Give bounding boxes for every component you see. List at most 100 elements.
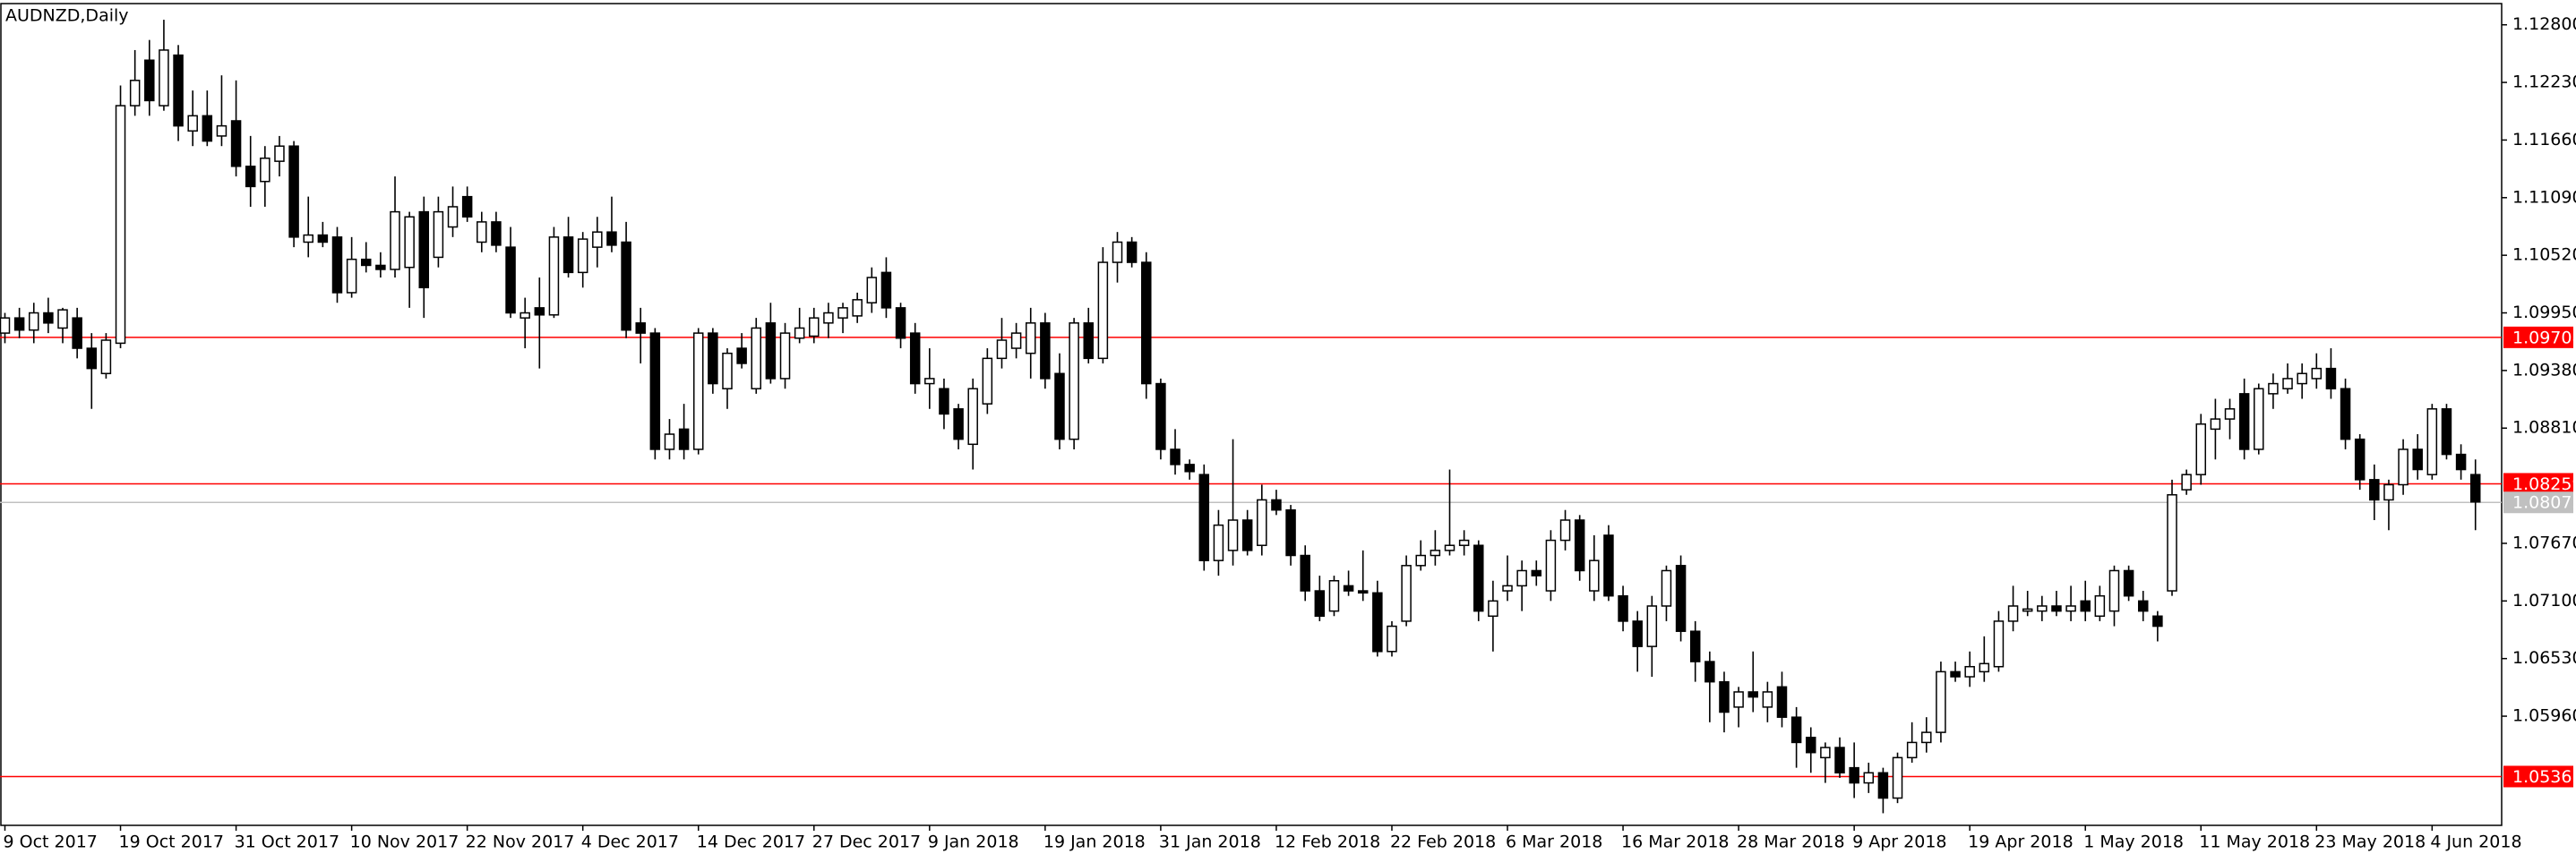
candle-body — [461, 195, 473, 218]
candle-body — [1069, 322, 1079, 440]
candle-body — [1531, 569, 1542, 576]
candle-body — [1646, 605, 1658, 647]
candle-body — [2398, 448, 2409, 486]
candle-body — [1227, 519, 1239, 551]
candle-body — [1964, 665, 1975, 678]
candle-body — [924, 378, 935, 385]
candle-body — [2195, 423, 2207, 475]
candle-body — [2412, 448, 2423, 471]
candle-body — [635, 322, 646, 334]
y-tick-label: 1.12230 — [2512, 73, 2576, 92]
candle-body — [880, 271, 892, 309]
candle-body — [2108, 569, 2120, 612]
candle-body — [866, 277, 878, 303]
candle-body — [1820, 747, 1831, 759]
candle-body — [2383, 483, 2394, 501]
candle-body — [491, 221, 502, 246]
candle-body — [477, 221, 487, 243]
candle-body — [245, 166, 256, 188]
x-tick-label: 19 Oct 2017 — [119, 833, 224, 852]
x-tick-label: 23 May 2018 — [2314, 833, 2426, 852]
x-tick-label: 4 Jun 2018 — [2430, 833, 2521, 852]
candle-body — [2282, 378, 2293, 389]
candle-body — [1357, 590, 1369, 594]
x-tick-label: 27 Dec 2017 — [812, 833, 921, 852]
candle-body — [1834, 747, 1845, 774]
candle-body — [592, 231, 603, 248]
candle-body — [664, 433, 675, 450]
candle-body — [1877, 772, 1889, 799]
candle-body — [967, 388, 978, 446]
candle-body — [2094, 594, 2106, 618]
candle-body — [1097, 261, 1109, 360]
candle-body — [1010, 332, 1022, 349]
candle-body — [649, 332, 661, 450]
candle-body — [260, 158, 270, 183]
candle-body — [2455, 453, 2467, 471]
x-tick-label: 31 Oct 2017 — [235, 833, 339, 852]
y-tick-label: 1.05960 — [2512, 706, 2576, 726]
candle-body — [274, 145, 285, 162]
candle-body — [216, 124, 228, 137]
candle-body — [1790, 716, 1802, 744]
candle-body — [1314, 590, 1326, 618]
candle-body — [1271, 499, 1282, 511]
candle-body — [2426, 408, 2438, 475]
y-tick-label: 1.09380 — [2512, 360, 2576, 380]
candle-body — [331, 236, 343, 294]
y-tick-label: 1.10520 — [2512, 245, 2576, 265]
level-label-bg — [2503, 765, 2573, 788]
candle-body — [2441, 408, 2452, 456]
candle-body — [722, 352, 733, 389]
candle-body — [2137, 600, 2149, 612]
x-tick-label: 9 Oct 2017 — [4, 833, 98, 852]
candle-body — [1632, 620, 1643, 647]
x-tick-label: 4 Dec 2017 — [581, 833, 679, 852]
candle-body — [1950, 670, 1961, 678]
candle-body — [13, 317, 25, 331]
candle-body — [2254, 388, 2264, 450]
candle-body — [1458, 539, 1470, 546]
candle-body — [996, 339, 1008, 360]
x-tick-label: 22 Nov 2017 — [466, 833, 575, 852]
y-tick-label: 1.09950 — [2512, 303, 2576, 322]
candle-body — [404, 216, 415, 269]
candle-body — [390, 210, 400, 270]
y-tick-label: 1.07100 — [2512, 591, 2576, 611]
candle-body — [1372, 592, 1383, 653]
candle-body — [1155, 382, 1166, 450]
candle-body — [1603, 534, 1614, 597]
candle-body — [1762, 691, 1773, 708]
candle-body — [2354, 438, 2366, 481]
x-tick-label: 28 Mar 2018 — [1737, 833, 1844, 852]
candle-body — [361, 258, 372, 267]
candle-body — [1184, 464, 1195, 473]
candle-body — [317, 234, 329, 243]
x-tick-label: 1 May 2018 — [2083, 833, 2184, 852]
level-label: 1.08075 — [2512, 493, 2576, 513]
candle-body — [909, 332, 921, 385]
candle-body — [1661, 569, 1672, 607]
candle-body — [1589, 559, 1600, 592]
candle-body — [1733, 691, 1744, 708]
candle-body — [982, 357, 993, 405]
candle-body — [519, 312, 530, 319]
candle-body — [1141, 261, 1152, 385]
candle-body — [1170, 448, 1181, 465]
candle-body — [837, 307, 848, 319]
candle-body — [1574, 519, 1585, 572]
candle-body — [57, 309, 68, 329]
candle-body — [1025, 322, 1036, 354]
candle-body — [1198, 474, 1210, 561]
candle-body — [505, 246, 516, 314]
candle-body — [1040, 322, 1051, 380]
candle-body — [577, 238, 588, 274]
candle-body — [1906, 741, 1918, 759]
level-label-bg — [2503, 473, 2573, 495]
candle-body — [288, 145, 299, 238]
candle-body — [230, 120, 242, 167]
candle-body — [1257, 499, 1267, 546]
candle-body — [1806, 737, 1816, 754]
